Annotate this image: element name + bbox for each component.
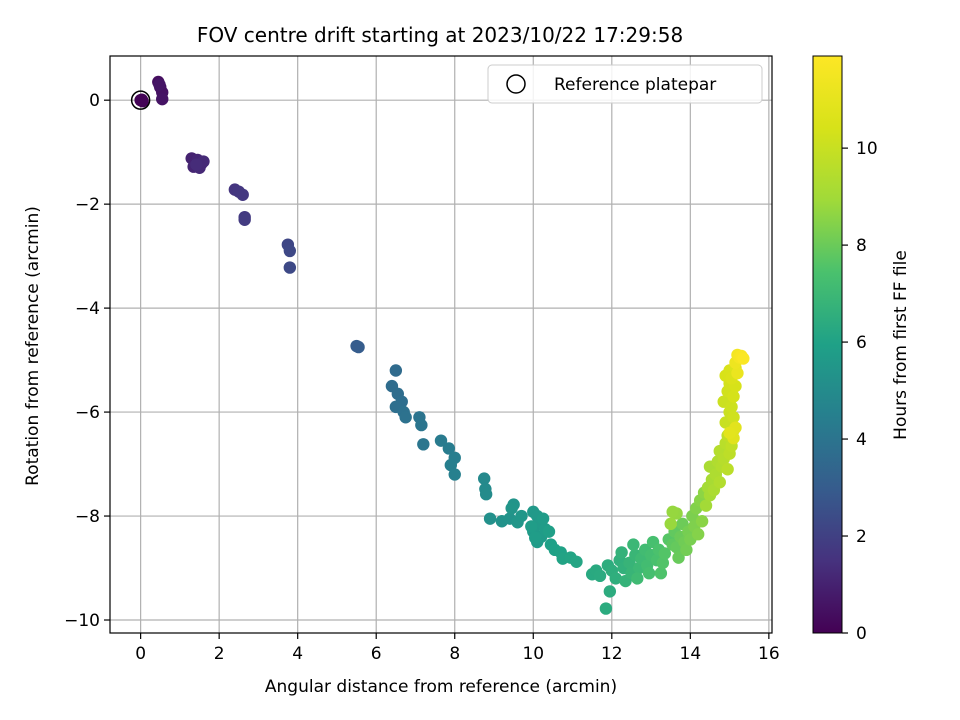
data-point [352, 340, 365, 354]
colorbar-tick-label: 10 [856, 139, 878, 159]
data-point [442, 442, 456, 455]
chart-title: FOV centre drift starting at 2023/10/22 … [197, 23, 683, 47]
data-point [190, 158, 203, 171]
data-point [236, 188, 249, 201]
data-point [389, 364, 403, 377]
colorbar-tick-label: 6 [856, 333, 867, 353]
x-tick-label: 16 [758, 644, 780, 664]
data-point [725, 400, 738, 414]
data-point [283, 244, 297, 258]
data-point [434, 434, 448, 447]
data-point [415, 418, 428, 432]
data-point [699, 499, 713, 512]
data-point [542, 525, 556, 538]
data-point [399, 411, 412, 424]
data-point [479, 488, 493, 501]
colorbar-ticks: 0 2 4 6 8 10 [842, 139, 878, 644]
axes-frame [109, 55, 773, 634]
legend: Reference platepar [487, 64, 763, 104]
data-point [723, 426, 736, 440]
y-tick-label: −6 [75, 403, 100, 423]
data-point [727, 390, 740, 403]
data-point [515, 509, 528, 523]
data-point [721, 463, 734, 476]
data-point [713, 476, 726, 489]
colorbar-tick-label: 2 [856, 527, 867, 547]
data-point [283, 261, 297, 274]
y-tick-label: −8 [75, 507, 100, 527]
legend-box [487, 64, 763, 104]
x-tick-label: 10 [522, 644, 544, 664]
data-point [680, 543, 693, 557]
y-tick-label: −2 [75, 195, 100, 215]
data-point [156, 92, 169, 106]
data-point [737, 352, 750, 365]
data-point [570, 555, 583, 568]
data-point [615, 546, 628, 559]
data-point [695, 515, 709, 528]
data-point [656, 556, 670, 570]
colorbar-label: Hours from first FF file [891, 250, 911, 440]
data-point [505, 502, 518, 515]
data-point [631, 572, 644, 585]
data-point [603, 585, 617, 598]
data-point [238, 213, 251, 226]
x-axis-label: Angular distance from reference (arcmin) [265, 677, 617, 697]
data-point [609, 572, 622, 585]
colorbar: 0 2 4 6 8 10 Hours from first FF file [812, 55, 911, 644]
data-point [448, 468, 461, 481]
data-point [658, 547, 672, 560]
legend-marker-icon [506, 74, 526, 94]
data-point [731, 366, 744, 380]
data-point [627, 538, 640, 551]
data-point [417, 438, 430, 451]
data-point [654, 567, 668, 580]
x-tick-label: 6 [371, 644, 382, 664]
colorbar-tick-label: 8 [856, 236, 867, 256]
x-tick-label: 0 [135, 644, 146, 664]
data-point [593, 569, 607, 583]
y-axis-label: Rotation from reference (arcmin) [23, 206, 43, 486]
data-point [727, 411, 740, 424]
data-point [529, 531, 542, 545]
data-point [477, 472, 491, 485]
data-point [525, 520, 538, 533]
data-point [483, 512, 497, 525]
legend-entry: Reference platepar [554, 75, 716, 95]
reference-marker [130, 90, 151, 110]
x-tick-label: 2 [214, 644, 225, 664]
colorbar-gradient [812, 55, 843, 634]
data-points [130, 75, 750, 615]
x-tick-label: 8 [449, 644, 460, 664]
x-axis-ticks: 0 2 4 6 8 10 12 14 16 [135, 633, 780, 664]
data-point [672, 551, 685, 564]
data-point [153, 78, 166, 91]
plot-area: 0 2 4 6 8 10 12 14 16 0 −2 −4 −6 −8 −10 [64, 55, 780, 664]
x-tick-label: 12 [601, 644, 623, 664]
y-tick-label: 0 [89, 91, 100, 111]
x-tick-label: 14 [680, 644, 702, 664]
data-point [536, 512, 550, 525]
data-point [666, 505, 679, 519]
x-tick-label: 4 [292, 644, 303, 664]
y-tick-label: −4 [75, 299, 100, 319]
data-point [599, 602, 613, 615]
data-point [691, 528, 705, 541]
data-point [444, 458, 458, 472]
data-point [664, 517, 677, 531]
y-tick-label: −10 [64, 611, 100, 631]
y-axis-ticks: 0 −2 −4 −6 −8 −10 [64, 91, 110, 631]
data-point [642, 567, 656, 580]
colorbar-tick-label: 4 [856, 430, 867, 450]
colorbar-tick-label: 0 [856, 624, 867, 644]
data-point [135, 93, 149, 106]
